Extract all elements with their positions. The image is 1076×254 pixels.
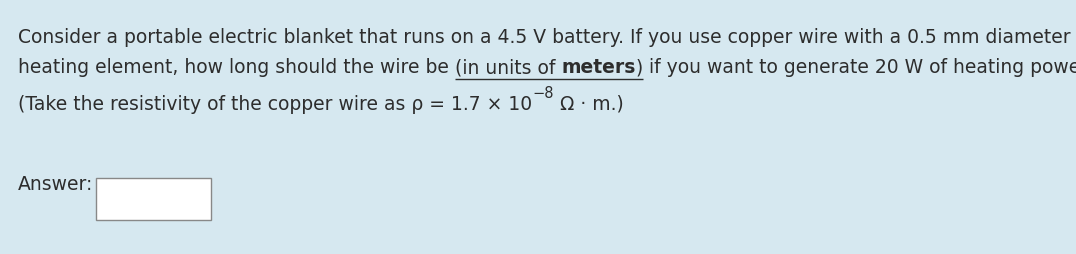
Text: meters: meters <box>562 58 636 77</box>
Text: −8: −8 <box>533 86 554 101</box>
Text: heating element, how long should the wire be: heating element, how long should the wir… <box>18 58 455 77</box>
Text: ): ) <box>636 58 642 77</box>
Text: Answer:: Answer: <box>18 175 94 194</box>
Text: if you want to generate 20 W of heating power?: if you want to generate 20 W of heating … <box>642 58 1076 77</box>
Text: (Take the resistivity of the copper wire as ρ = 1.7 × 10: (Take the resistivity of the copper wire… <box>18 95 533 114</box>
Text: Ω · m.): Ω · m.) <box>554 95 623 114</box>
Text: Answer:: Answer: <box>18 175 94 194</box>
Text: (in units of: (in units of <box>455 58 562 77</box>
Text: Consider a portable electric blanket that runs on a 4.5 V battery. If you use co: Consider a portable electric blanket tha… <box>18 28 1076 47</box>
FancyBboxPatch shape <box>97 178 211 220</box>
